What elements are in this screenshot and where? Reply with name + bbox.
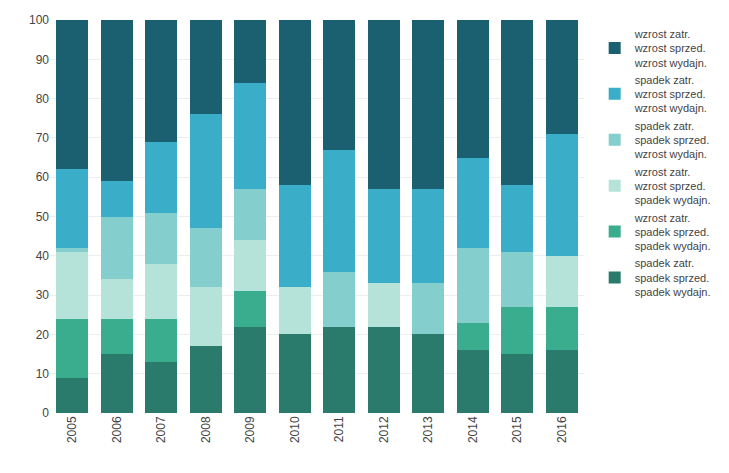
svg-text:wzrost zatr.wzrost sprzed.spad: wzrost zatr.wzrost sprzed.spadek wydajn. <box>634 166 711 207</box>
svg-text:2005: 2005 <box>65 416 79 443</box>
svg-text:wzrost zatr.spadek sprzed.spad: wzrost zatr.spadek sprzed.spadek wydajn. <box>634 212 711 253</box>
svg-text:10: 10 <box>36 367 50 381</box>
svg-text:spadek zatr.spadek sprzed.spad: spadek zatr.spadek sprzed.spadek wydajn. <box>635 257 711 298</box>
svg-text:2013: 2013 <box>421 416 435 443</box>
svg-text:2011: 2011 <box>332 416 346 442</box>
svg-text:2009: 2009 <box>243 416 257 443</box>
svg-text:spadek zatr.spadek sprzed.wzro: spadek zatr.spadek sprzed.wzrost wydajn. <box>634 120 710 161</box>
svg-text:2010: 2010 <box>288 416 302 443</box>
svg-text:2014: 2014 <box>466 416 480 443</box>
svg-text:2006: 2006 <box>110 416 124 443</box>
svg-text:2016: 2016 <box>555 416 569 443</box>
svg-text:50: 50 <box>36 210 50 224</box>
svg-text:2015: 2015 <box>510 416 524 443</box>
svg-text:20: 20 <box>36 328 50 342</box>
svg-text:wzrost zatr.wzrost sprzed.wzro: wzrost zatr.wzrost sprzed.wzrost wydajn. <box>634 28 707 69</box>
svg-text:2008: 2008 <box>199 416 213 443</box>
svg-text:0: 0 <box>42 406 49 420</box>
svg-text:100: 100 <box>29 13 49 27</box>
svg-text:40: 40 <box>36 249 50 263</box>
svg-text:2007: 2007 <box>154 416 168 443</box>
svg-text:90: 90 <box>36 53 50 67</box>
svg-text:2012: 2012 <box>377 416 391 443</box>
svg-text:80: 80 <box>36 92 50 106</box>
svg-text:70: 70 <box>36 131 50 145</box>
svg-text:30: 30 <box>36 288 50 302</box>
svg-text:spadek zatr.wzrost sprzed.wzro: spadek zatr.wzrost sprzed.wzrost wydajn. <box>634 74 707 115</box>
svg-text:60: 60 <box>36 170 50 184</box>
